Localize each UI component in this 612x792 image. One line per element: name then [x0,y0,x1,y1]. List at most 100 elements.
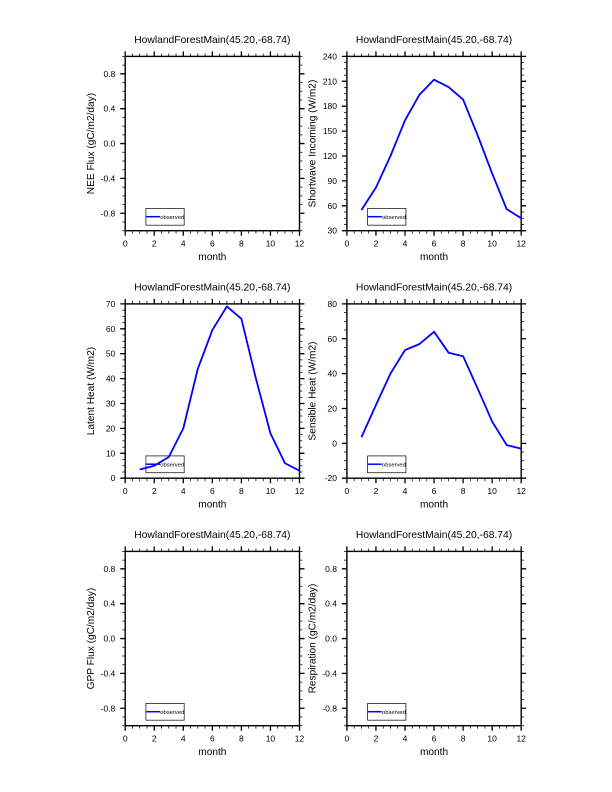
svg-text:30: 30 [106,399,116,409]
svg-text:0: 0 [123,239,128,249]
svg-text:10: 10 [266,734,276,744]
svg-text:8: 8 [461,734,466,744]
svg-text:2: 2 [374,239,379,249]
svg-text:2: 2 [152,486,157,496]
svg-text:2: 2 [152,239,157,249]
svg-text:observed: observed [382,462,406,468]
svg-text:-0.4: -0.4 [101,173,116,183]
svg-text:80: 80 [328,299,338,309]
svg-text:2: 2 [374,734,379,744]
svg-text:6: 6 [210,239,215,249]
svg-text:4: 4 [403,486,408,496]
svg-text:Latent Heat (W/m2): Latent Heat (W/m2) [86,347,97,435]
svg-text:70: 70 [106,299,116,309]
svg-text:10: 10 [487,734,497,744]
svg-text:0: 0 [123,734,128,744]
svg-text:4: 4 [403,734,408,744]
svg-text:8: 8 [461,486,466,496]
svg-text:180: 180 [323,101,337,111]
svg-text:12: 12 [516,239,526,249]
svg-text:-0.4: -0.4 [322,668,337,678]
svg-text:4: 4 [181,486,186,496]
svg-text:Shortwave Incoming (W/m2): Shortwave Incoming (W/m2) [308,80,319,208]
svg-text:month: month [198,252,226,263]
svg-text:NEE Flux (gC/m2/day): NEE Flux (gC/m2/day) [86,93,97,194]
svg-text:0.8: 0.8 [103,564,115,574]
svg-text:2: 2 [374,486,379,496]
svg-text:observed: observed [160,710,184,716]
svg-text:12: 12 [516,734,526,744]
svg-text:150: 150 [323,126,337,136]
svg-text:HowlandForestMain(45.20,-68.74: HowlandForestMain(45.20,-68.74) [356,530,512,541]
svg-text:-0.8: -0.8 [101,703,116,713]
svg-text:0.0: 0.0 [103,139,115,149]
svg-text:HowlandForestMain(45.20,-68.74: HowlandForestMain(45.20,-68.74) [134,283,290,294]
svg-text:0: 0 [345,486,350,496]
svg-text:12: 12 [295,734,305,744]
svg-text:month: month [420,747,448,758]
svg-text:20: 20 [328,403,338,413]
svg-text:210: 210 [323,76,337,86]
svg-text:HowlandForestMain(45.20,-68.74: HowlandForestMain(45.20,-68.74) [134,35,290,46]
svg-text:120: 120 [323,151,337,161]
svg-text:40: 40 [328,369,338,379]
svg-text:0: 0 [345,239,350,249]
svg-text:HowlandForestMain(45.20,-68.74: HowlandForestMain(45.20,-68.74) [356,35,512,46]
svg-text:0: 0 [111,473,116,483]
svg-text:12: 12 [295,239,305,249]
svg-text:0.4: 0.4 [103,104,115,114]
svg-text:60: 60 [106,324,116,334]
svg-text:Respiration (gC/m2/day): Respiration (gC/m2/day) [308,584,319,694]
svg-text:month: month [420,252,448,263]
svg-text:HowlandForestMain(45.20,-68.74: HowlandForestMain(45.20,-68.74) [134,530,290,541]
svg-text:0.8: 0.8 [325,564,337,574]
svg-text:observed: observed [160,462,184,468]
svg-text:8: 8 [239,734,244,744]
svg-text:60: 60 [328,201,338,211]
svg-text:Sensible Heat (W/m2): Sensible Heat (W/m2) [308,342,319,441]
svg-text:60: 60 [328,334,338,344]
svg-text:observed: observed [382,215,406,221]
svg-text:0: 0 [123,486,128,496]
svg-text:10: 10 [487,486,497,496]
svg-text:0.8: 0.8 [103,69,115,79]
svg-text:-0.8: -0.8 [101,208,116,218]
svg-text:0: 0 [345,734,350,744]
svg-text:12: 12 [295,486,305,496]
svg-text:10: 10 [106,448,116,458]
svg-text:50: 50 [106,349,116,359]
svg-text:-0.4: -0.4 [101,668,116,678]
svg-text:4: 4 [181,734,186,744]
svg-text:0: 0 [332,438,337,448]
svg-text:2: 2 [152,734,157,744]
svg-text:6: 6 [210,486,215,496]
svg-text:observed: observed [382,710,406,716]
svg-text:30: 30 [328,226,338,236]
svg-text:40: 40 [106,374,116,384]
svg-text:0.0: 0.0 [103,634,115,644]
svg-text:0.0: 0.0 [325,634,337,644]
svg-text:0.4: 0.4 [103,599,115,609]
svg-text:10: 10 [266,486,276,496]
svg-text:4: 4 [181,239,186,249]
svg-text:-0.8: -0.8 [322,703,337,713]
svg-text:8: 8 [461,239,466,249]
svg-text:10: 10 [487,239,497,249]
svg-text:8: 8 [239,239,244,249]
svg-text:10: 10 [266,239,276,249]
svg-text:12: 12 [516,486,526,496]
svg-text:-20: -20 [325,473,338,483]
svg-text:0.4: 0.4 [325,599,337,609]
svg-text:8: 8 [239,486,244,496]
svg-text:6: 6 [432,486,437,496]
svg-text:HowlandForestMain(45.20,-68.74: HowlandForestMain(45.20,-68.74) [356,283,512,294]
svg-text:GPP Flux (gC/m2/day): GPP Flux (gC/m2/day) [86,588,97,690]
svg-text:90: 90 [328,176,338,186]
svg-text:month: month [198,500,226,511]
svg-text:6: 6 [432,239,437,249]
svg-text:6: 6 [432,734,437,744]
svg-text:240: 240 [323,51,337,61]
svg-text:month: month [198,747,226,758]
svg-text:6: 6 [210,734,215,744]
svg-text:month: month [420,500,448,511]
